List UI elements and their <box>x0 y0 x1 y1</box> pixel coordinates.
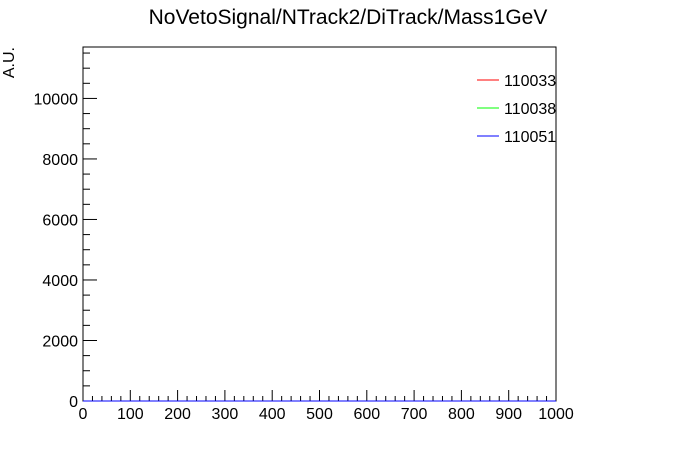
x-tick-label: 500 <box>306 406 333 423</box>
plot-frame <box>82 46 557 402</box>
x-tick-label: 0 <box>79 406 88 423</box>
legend-label: 110033 <box>504 73 556 90</box>
x-tick-label: 1000 <box>538 406 574 423</box>
x-tick-label: 400 <box>259 406 286 423</box>
x-tick-label: 800 <box>448 406 475 423</box>
y-tick-label: 4000 <box>42 273 78 290</box>
y-tick-label: 6000 <box>42 212 78 229</box>
x-axis: 0 100 200 300 400 500 600 700 800 900 1000 <box>79 390 574 423</box>
x-tick-label: 200 <box>164 406 191 423</box>
chart-title: NoVetoSignal/NTrack2/DiTrack/Mass1GeV <box>149 6 548 29</box>
y-axis-label: A.U. <box>1 47 18 78</box>
y-tick-label: 8000 <box>42 152 78 169</box>
legend-label: 110038 <box>504 101 556 118</box>
legend: 110033 110038 110051 <box>477 73 556 146</box>
x-tick-label: 700 <box>401 406 428 423</box>
y-tick-label: 0 <box>69 394 78 411</box>
y-axis: 0 2000 4000 6000 8000 10000 <box>34 52 97 411</box>
y-tick-label: 10000 <box>34 91 79 108</box>
legend-label: 110051 <box>504 129 556 146</box>
x-tick-label: 600 <box>353 406 380 423</box>
x-tick-label: 300 <box>212 406 239 423</box>
x-tick-label: 900 <box>495 406 522 423</box>
x-tick-label: 100 <box>117 406 144 423</box>
y-tick-label: 2000 <box>42 333 78 350</box>
